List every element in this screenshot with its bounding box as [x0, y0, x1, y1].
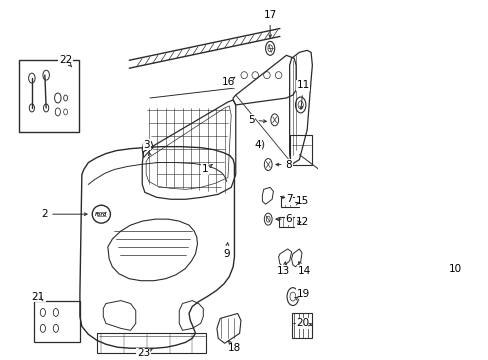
Text: 10: 10	[448, 264, 461, 274]
Text: 23: 23	[137, 348, 150, 358]
Bar	[97, 333, 205, 353]
Text: 9: 9	[223, 249, 229, 259]
Text: 3: 3	[143, 140, 150, 150]
Text: 19: 19	[296, 289, 309, 298]
Text: 4: 4	[254, 140, 261, 150]
Text: 13: 13	[277, 266, 290, 276]
Bar	[281, 197, 299, 207]
Text: 20: 20	[296, 318, 309, 328]
Bar	[19, 60, 79, 132]
Text: Ford: Ford	[95, 212, 107, 217]
Text: 14: 14	[297, 266, 310, 276]
Text: 18: 18	[227, 343, 241, 353]
Bar	[289, 135, 312, 165]
Text: 2: 2	[41, 209, 48, 219]
Bar	[34, 301, 80, 342]
Text: 10: 10	[448, 264, 461, 274]
Text: 5: 5	[247, 115, 254, 125]
Text: 22: 22	[59, 55, 72, 65]
Text: 16: 16	[221, 77, 234, 87]
Bar	[291, 314, 312, 338]
Text: 17: 17	[263, 10, 276, 19]
Text: 6: 6	[285, 214, 292, 224]
Bar	[278, 217, 301, 227]
Text: 1: 1	[202, 165, 208, 175]
Text: 15: 15	[295, 196, 308, 206]
Text: 21: 21	[32, 292, 45, 302]
Text: 8: 8	[285, 159, 292, 170]
Text: 7: 7	[285, 194, 292, 204]
Text: 12: 12	[295, 217, 308, 227]
Text: 11: 11	[296, 80, 309, 90]
